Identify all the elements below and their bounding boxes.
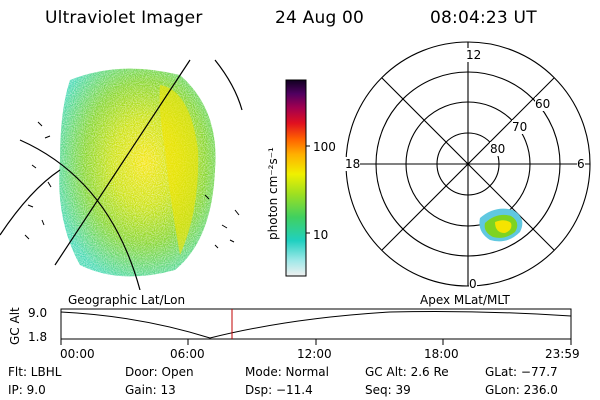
mlt-label-18: 18	[345, 157, 361, 171]
colorbar-unit-label: photon cm⁻²s⁻¹	[266, 147, 280, 240]
time-label: 08:04:23 UT	[430, 8, 537, 28]
info-flt: Flt: LBHL	[8, 365, 62, 379]
altplot-ylabel: GC Alt	[8, 307, 22, 345]
altitude-plot	[60, 308, 572, 345]
mlt-label-6: 6	[577, 157, 585, 171]
info-ip: IP: 9.0	[8, 383, 46, 397]
polar-plot	[345, 41, 591, 287]
colorbar-tick-10: 10	[313, 228, 329, 242]
altplot-xtick-2: 12:00	[297, 347, 332, 361]
lat-label-60: 60	[535, 97, 551, 111]
altplot-xtick-4: 23:59	[545, 347, 580, 361]
altplot-xtick-1: 06:00	[170, 347, 205, 361]
lat-label-80: 80	[490, 142, 506, 156]
mlt-label-12: 12	[465, 48, 483, 62]
colorbar-tick-100: 100	[313, 140, 336, 154]
lat-label-70: 70	[512, 120, 528, 134]
info-seq: Seq: 39	[365, 383, 411, 397]
info-mode: Mode: Normal	[245, 365, 329, 379]
altplot-ytick-top: 9.0	[28, 306, 48, 320]
altplot-xtick-3: 18:00	[424, 347, 459, 361]
altplot-ytick-bottom: 1.8	[28, 330, 48, 344]
instrument-title: Ultraviolet Imager	[45, 8, 203, 28]
colorbar	[285, 79, 310, 277]
mlt-label-0: 0	[469, 277, 477, 291]
info-dsp: Dsp: −11.4	[245, 383, 313, 397]
info-door: Door: Open	[125, 365, 194, 379]
altplot-xtick-0: 00:00	[60, 347, 95, 361]
apex-label: Apex MLat/MLT	[420, 293, 510, 307]
info-gcalt: GC Alt: 2.6 Re	[365, 365, 449, 379]
info-glon: GLon: 236.0	[485, 383, 558, 397]
info-gain: Gain: 13	[125, 383, 176, 397]
geographic-image	[0, 59, 243, 290]
geographic-label: Geographic Lat/Lon	[68, 293, 186, 307]
info-glat: GLat: −77.7	[485, 365, 558, 379]
date-label: 24 Aug 00	[275, 8, 365, 28]
